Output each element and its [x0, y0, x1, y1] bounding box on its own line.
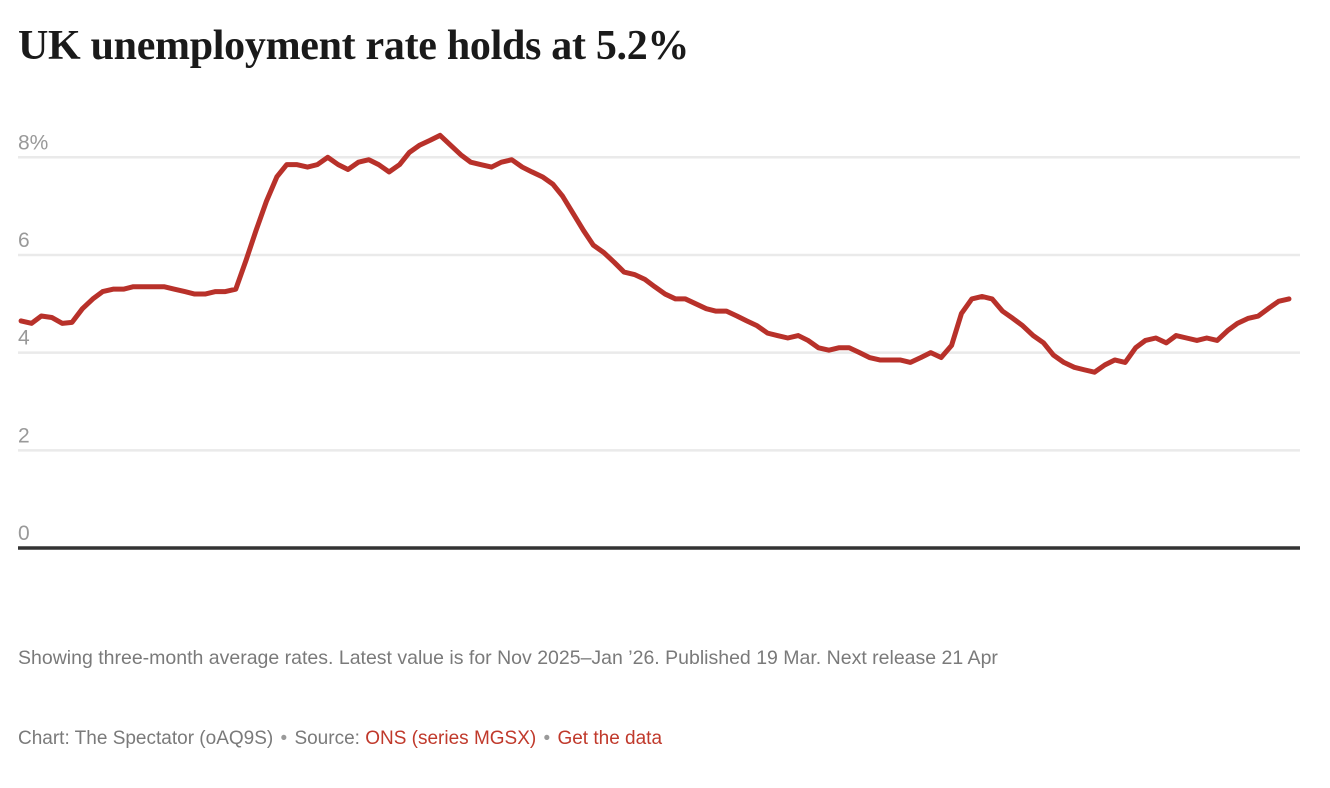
y-tick-label-2: 2 — [18, 424, 30, 447]
credit-separator-2: • — [543, 728, 551, 749]
gridlines-group — [18, 156, 1300, 452]
series-line-uk-unemployment-rate — [18, 132, 1292, 375]
y-tick-label-6: 6 — [18, 229, 30, 252]
source-link[interactable]: ONS (series MGSX) — [365, 728, 537, 749]
credit-separator-1: • — [280, 728, 288, 749]
credit-source-label: Source: — [294, 728, 360, 749]
y-tick-label-0: 0 — [18, 522, 30, 545]
y-tick-label-4: 4 — [18, 327, 30, 350]
page-title: UK unemployment rate holds at 5.2% — [18, 23, 690, 69]
y-axis-labels-group: 0 2 4 6 8% — [18, 131, 48, 545]
chart-footnote: Showing three-month average rates. Lates… — [18, 647, 998, 669]
credit-chart-label: Chart: The Spectator (oAQ9S) — [18, 728, 274, 749]
chart-credit: Chart: The Spectator (oAQ9S) • Source: O… — [18, 728, 662, 750]
get-the-data-link[interactable]: Get the data — [557, 728, 663, 749]
y-tick-label-8: 8% — [18, 131, 48, 154]
